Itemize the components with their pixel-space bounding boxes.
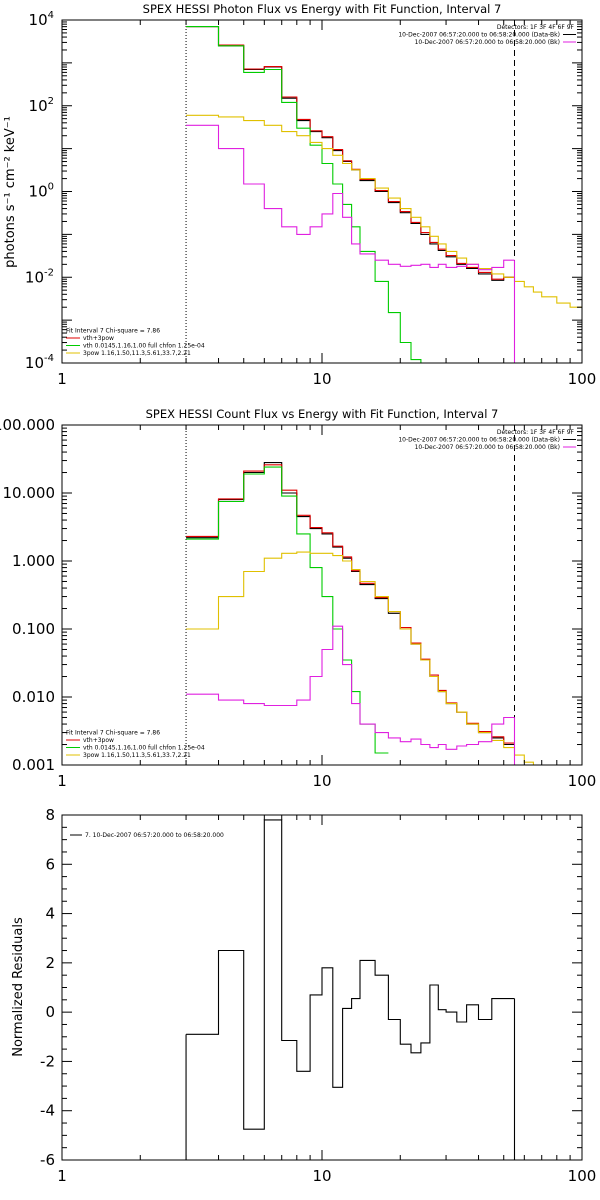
series-3-line bbox=[186, 466, 389, 754]
series-5-line bbox=[186, 124, 515, 271]
y-tick-label: 10-4 bbox=[25, 353, 54, 372]
series-4-line bbox=[186, 551, 542, 765]
y-tick-label: 0.001 bbox=[12, 756, 55, 774]
x-tick-label: 10 bbox=[312, 1167, 331, 1185]
legend-block: Fit Interval 7 Chi-square = 7.86vth+3pow… bbox=[66, 730, 205, 759]
x-tick-label: 1 bbox=[57, 772, 67, 790]
y-tick-label: 10.000 bbox=[3, 484, 56, 502]
y-tick-label: 4 bbox=[45, 905, 55, 923]
y-ticks bbox=[62, 814, 582, 1161]
y-tick-label: 102 bbox=[29, 96, 54, 115]
header-line-1: Detectors: 1F 3F 4F 6F 9F bbox=[497, 24, 575, 31]
series-2-line bbox=[186, 464, 515, 744]
series-group bbox=[186, 819, 515, 1130]
y-tick-label: -2 bbox=[40, 1052, 55, 1070]
x-ticks bbox=[61, 20, 571, 363]
y-tick-label: 6 bbox=[45, 855, 55, 873]
series-2-line bbox=[186, 26, 515, 280]
chart-panel-1: SPEX HESSI Photon Flux vs Energy with Fi… bbox=[3, 2, 596, 388]
series-group bbox=[186, 26, 582, 363]
legend-line-1: Fit Interval 7 Chi-square = 7.86 bbox=[66, 328, 160, 335]
x-tick-label: 100 bbox=[568, 772, 597, 790]
y-tick-label: 0 bbox=[45, 1003, 55, 1021]
series-1-line bbox=[186, 26, 515, 281]
y-tick-label: 10-2 bbox=[25, 267, 54, 286]
y-axis-label: photons s⁻¹ cm⁻² keV⁻¹ bbox=[3, 116, 18, 268]
x-tick-label: 1 bbox=[57, 1167, 67, 1185]
x-ticks bbox=[61, 815, 571, 1160]
y-tick-label: 100.000 bbox=[0, 416, 55, 434]
y-tick-label: -6 bbox=[40, 1151, 55, 1169]
legend-line-2: vth+3pow bbox=[83, 737, 114, 744]
y-tick-label: 0.100 bbox=[12, 620, 55, 638]
chart-panel-2: SPEX HESSI Count Flux vs Energy with Fit… bbox=[0, 407, 596, 790]
chart-title: SPEX HESSI Count Flux vs Energy with Fit… bbox=[146, 407, 499, 421]
series-group bbox=[186, 462, 542, 765]
legend-line-1: 7. 10-Dec-2007 06:57:20.000 to 06:58:20.… bbox=[85, 832, 224, 839]
y-tick-label: 100 bbox=[29, 182, 54, 201]
plot-frame bbox=[61, 19, 583, 364]
chart-panel-3: Normalized Residuals 1 10 100 -6 -4 -2 0 2 4 6 8 7. … bbox=[11, 806, 596, 1185]
x-tick-label: 10 bbox=[312, 370, 331, 388]
legend-line-3: vth 0.0145,1.16,1.00 full chfon 1.25e-04 bbox=[83, 745, 205, 752]
legend-line-4: 3pow 1.16,1.50,11.3,5.61,33.7,2.21 bbox=[83, 350, 191, 357]
y-tick-label: 8 bbox=[45, 806, 55, 824]
series-5-line bbox=[186, 625, 515, 750]
y-tick-label: 1.000 bbox=[12, 552, 55, 570]
y-tick-label: 0.010 bbox=[12, 688, 55, 706]
series-3-line bbox=[186, 26, 430, 363]
series-1-line bbox=[186, 462, 515, 746]
header-line-1: Detectors: 1F 3F 4F 6F 9F bbox=[497, 429, 575, 436]
legend-line-1: Fit Interval 7 Chi-square = 7.86 bbox=[66, 730, 160, 737]
x-tick-label: 100 bbox=[568, 370, 597, 388]
series-4-line bbox=[186, 114, 582, 308]
y-tick-label: -4 bbox=[40, 1102, 55, 1120]
y-ticks bbox=[62, 19, 582, 364]
chart-title: SPEX HESSI Photon Flux vs Energy with Fi… bbox=[143, 2, 502, 16]
legend-block: 7. 10-Dec-2007 06:57:20.000 to 06:58:20.… bbox=[70, 832, 224, 839]
series-1-line bbox=[186, 819, 515, 1130]
y-ticks bbox=[62, 424, 582, 766]
header-line-3: 10-Dec-2007 06:57:20.000 to 06:58:20.000… bbox=[415, 444, 560, 451]
y-axis-label: Normalized Residuals bbox=[11, 917, 26, 1057]
x-tick-label: 1 bbox=[57, 370, 67, 388]
x-ticks bbox=[61, 425, 571, 765]
legend-block: Fit Interval 7 Chi-square = 7.86vth+3pow… bbox=[66, 328, 205, 357]
header-line-2: 10-Dec-2007 06:57:20.000 to 06:58:20.000… bbox=[398, 32, 560, 39]
legend-line-4: 3pow 1.16,1.50,11.3,5.61,33.7,2.21 bbox=[83, 752, 191, 759]
header-line-2: 10-Dec-2007 06:57:20.000 to 06:58:20.000… bbox=[398, 437, 560, 444]
legend-line-2: vth+3pow bbox=[83, 335, 114, 342]
y-tick-label: 2 bbox=[45, 954, 55, 972]
legend-line-3: vth 0.0145,1.16,1.00 full chfon 1.25e-04 bbox=[83, 343, 205, 350]
x-tick-label: 10 bbox=[312, 772, 331, 790]
header-line-3: 10-Dec-2007 06:57:20.000 to 06:58:20.000… bbox=[415, 39, 560, 46]
y-tick-label: 104 bbox=[29, 10, 54, 29]
x-tick-label: 100 bbox=[568, 1167, 597, 1185]
